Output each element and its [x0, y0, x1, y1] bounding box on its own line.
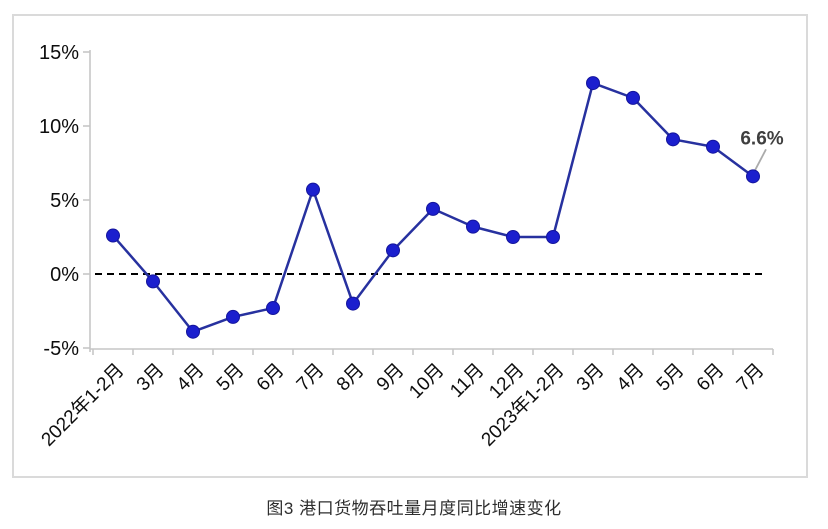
data-point-marker: [266, 301, 280, 316]
data-point-marker: [186, 324, 200, 339]
x-tick-label: 2022年1-2月: [37, 359, 129, 451]
x-tick-label: 6月: [253, 360, 289, 396]
y-tick-label: 5%: [50, 190, 79, 212]
data-point-marker: [466, 219, 480, 234]
chart-frame: [12, 14, 808, 478]
data-point-marker: [146, 274, 160, 289]
x-tick-label: 4月: [173, 360, 209, 396]
data-point-marker: [666, 132, 680, 147]
x-tick-label: 4月: [613, 360, 649, 396]
y-tick-label: -5%: [43, 338, 79, 360]
data-point-marker: [586, 76, 600, 91]
chart-caption: 图3 港口货物吞吐量月度同比增速变化: [266, 499, 562, 518]
data-point-marker: [226, 309, 240, 324]
y-tick-label: 0%: [50, 264, 79, 286]
x-tick-label: 9月: [373, 360, 409, 396]
data-point-marker: [706, 139, 720, 154]
x-tick-label: 11月: [446, 360, 488, 402]
x-tick-label: 8月: [333, 360, 369, 396]
data-point-marker: [626, 90, 640, 105]
y-tick-label: 15%: [39, 42, 79, 64]
data-point-marker: [346, 296, 360, 311]
data-point-marker: [426, 201, 440, 216]
last-value-leader-line: [754, 148, 767, 171]
data-point-marker: [386, 243, 400, 258]
data-point-marker: [746, 169, 760, 184]
data-point-marker: [546, 230, 560, 244]
data-point-marker: [506, 230, 520, 244]
x-tick-label: 5月: [213, 360, 249, 396]
x-tick-label: 10月: [405, 360, 448, 403]
data-point-marker: [106, 228, 120, 243]
y-tick-label: 10%: [39, 116, 79, 138]
x-tick-label: 5月: [653, 360, 689, 396]
x-tick-label: 7月: [293, 360, 329, 396]
x-tick-label: 6月: [693, 360, 729, 396]
data-point-marker: [306, 182, 320, 197]
x-tick-label: 3月: [133, 360, 169, 396]
x-tick-label: 7月: [733, 360, 769, 396]
last-value-label: 6.6%: [740, 128, 783, 149]
x-tick-label: 3月: [573, 360, 609, 396]
